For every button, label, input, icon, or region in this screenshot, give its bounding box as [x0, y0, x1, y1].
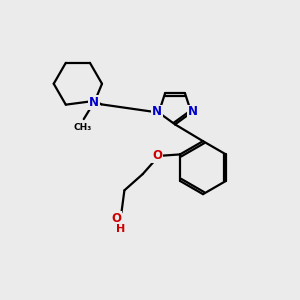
Text: CH₃: CH₃ — [74, 123, 92, 132]
Text: O: O — [111, 212, 121, 225]
Text: N: N — [188, 106, 198, 118]
Text: N: N — [152, 106, 162, 118]
Text: H: H — [116, 224, 125, 234]
Text: O: O — [152, 149, 162, 162]
Text: N: N — [89, 96, 99, 109]
